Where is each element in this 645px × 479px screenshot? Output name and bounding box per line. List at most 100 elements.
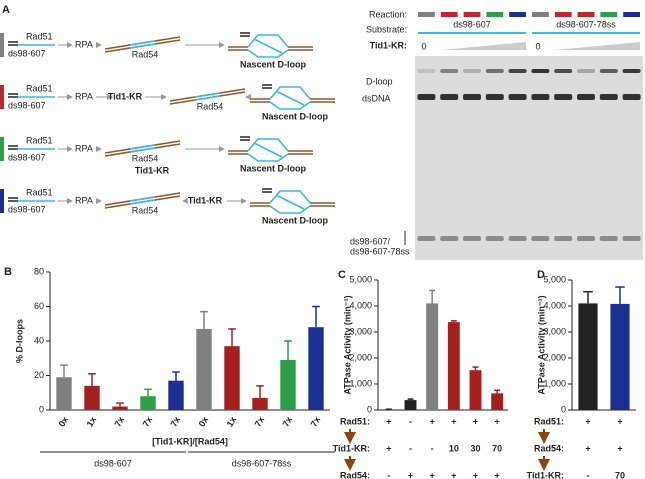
- y-tick-label: 20: [34, 370, 44, 380]
- gel-label: D-loop: [366, 76, 393, 86]
- y-tick-label: 60: [34, 301, 44, 311]
- condition-value: -: [387, 470, 390, 479]
- band: [417, 69, 436, 73]
- y-axis-label: ATPase Activity (min⁻¹): [536, 295, 546, 394]
- condition-value: +: [585, 443, 590, 453]
- bar: [426, 303, 439, 410]
- substrate: ds98-607: [8, 48, 46, 58]
- duplex-mid: [129, 40, 156, 46]
- rpa: RPA: [75, 39, 93, 49]
- condition-value: 70: [492, 443, 502, 453]
- bar: [578, 303, 598, 410]
- tid1: Tid1-KR: [188, 195, 223, 205]
- condition-value: +: [495, 416, 500, 426]
- bar: [56, 377, 72, 410]
- substrate: ds98-607: [8, 100, 46, 110]
- gel-label: Tid1-KR:: [370, 40, 407, 50]
- band: [577, 69, 595, 73]
- dloop: [269, 86, 311, 110]
- condition-value: 30: [470, 443, 480, 453]
- band: [554, 69, 573, 73]
- band: [531, 94, 550, 100]
- condition-value: +: [473, 470, 478, 479]
- lane-color: [623, 12, 640, 17]
- bar: [469, 370, 482, 410]
- row-color: [0, 33, 4, 57]
- substrate: ds98-607: [8, 204, 46, 214]
- product: Nascent D-loop: [240, 163, 307, 173]
- rpa: RPA: [75, 195, 93, 205]
- band: [622, 94, 641, 100]
- condition-value: +: [617, 416, 622, 426]
- band: [485, 94, 504, 100]
- y-tick-label: 80: [34, 266, 44, 276]
- band: [531, 69, 550, 73]
- condition-value: +: [451, 470, 456, 479]
- product: Nascent D-loop: [240, 59, 307, 69]
- condition-value: 70: [615, 470, 625, 479]
- condition-value: 10: [449, 443, 459, 453]
- gel-label: ds98-607-78ss: [350, 246, 410, 256]
- condition-value: -: [431, 443, 434, 453]
- gel-label: Substrate:: [366, 24, 407, 34]
- band: [554, 236, 573, 241]
- band: [622, 236, 641, 241]
- band: [463, 94, 481, 100]
- condition-value: +: [430, 416, 435, 426]
- dloop: [247, 138, 289, 162]
- band: [508, 69, 527, 73]
- condition-value: -: [587, 470, 590, 479]
- rad51: Rad51: [26, 187, 53, 197]
- bar: [308, 327, 324, 410]
- rad54: Rad54: [132, 205, 159, 215]
- panel-label: A: [2, 4, 10, 16]
- gel: [415, 56, 643, 260]
- product: Nascent D-loop: [262, 111, 329, 121]
- x-tick-label: 1x: [225, 415, 239, 429]
- lane-color: [440, 12, 458, 17]
- x-tick-label: 0x: [57, 415, 71, 429]
- condition-label: Rad54:: [534, 443, 564, 453]
- rad54: Rad54: [132, 49, 159, 59]
- y-tick-label: 1,000: [543, 378, 566, 388]
- tid1: Tid1-KR: [135, 165, 170, 175]
- y-axis-label: ATPase Activity (min⁻¹): [342, 295, 352, 394]
- lane-color: [577, 12, 595, 17]
- y-tick-label: 5,000: [349, 274, 372, 284]
- tid1: Tid1-KR: [108, 91, 143, 101]
- row-color: [0, 189, 4, 213]
- substrate: ds98-607: [8, 152, 46, 162]
- rpa: RPA: [75, 91, 93, 101]
- condition-label: Rad51:: [340, 416, 370, 426]
- condition-label: Tid1-KR:: [333, 443, 370, 453]
- band: [440, 69, 459, 73]
- band: [440, 94, 459, 100]
- bar: [168, 380, 184, 410]
- duplex-mid: [194, 95, 221, 101]
- substrate-name: ds98-607-78ss: [556, 19, 616, 29]
- band: [577, 94, 595, 100]
- x-tick-label: 0x: [197, 415, 211, 429]
- group-label: ds98-607: [94, 458, 132, 468]
- y-tick-label: 2,000: [543, 352, 566, 362]
- y-tick-label: 0: [561, 404, 566, 414]
- band: [508, 94, 527, 100]
- lane-color: [463, 12, 481, 17]
- bar: [491, 393, 504, 410]
- band: [485, 236, 504, 241]
- gel-label: Reaction:: [369, 9, 407, 19]
- band: [417, 94, 436, 100]
- group-label: ds98-607-78ss: [232, 458, 292, 468]
- y-tick-label: 2,000: [349, 352, 372, 362]
- lane-color: [554, 12, 572, 17]
- condition-value: -: [409, 443, 412, 453]
- x-tick-label: 7x: [113, 415, 127, 429]
- bar: [196, 328, 212, 410]
- wedge: [554, 42, 640, 50]
- duplex-mid: [194, 92, 221, 98]
- duplex-mid: [129, 43, 156, 49]
- duplex-mid: [129, 196, 156, 202]
- bar: [140, 396, 156, 410]
- bar: [112, 406, 128, 410]
